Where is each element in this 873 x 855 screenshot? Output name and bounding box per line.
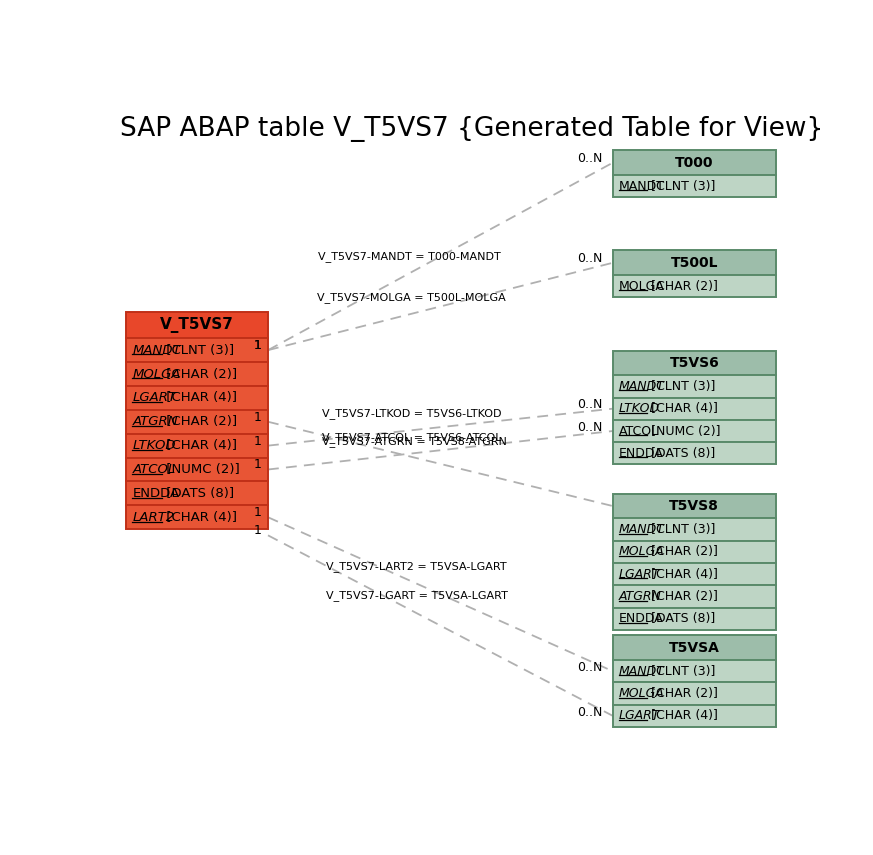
Bar (613, 375, 775, 398)
Text: [CLNT (3)]: [CLNT (3)] (647, 380, 716, 392)
Text: 1: 1 (253, 524, 261, 537)
Text: MOLGA: MOLGA (619, 687, 665, 700)
Text: ENDDA: ENDDA (619, 447, 663, 460)
Text: [CHAR (4)]: [CHAR (4)] (647, 568, 718, 581)
Bar (127, 505, 268, 529)
Text: [DATS (8)]: [DATS (8)] (647, 447, 715, 460)
Text: [CHAR (4)]: [CHAR (4)] (162, 510, 237, 524)
Text: V_T5VS7-ATCOL = T5VS6-ATCOL: V_T5VS7-ATCOL = T5VS6-ATCOL (322, 432, 502, 443)
Bar (613, 275, 775, 298)
Bar (613, 351, 775, 375)
Text: [CLNT (3)]: [CLNT (3)] (647, 664, 716, 678)
Bar (613, 150, 775, 175)
Text: T500L: T500L (670, 256, 718, 270)
Text: SAP ABAP table V_T5VS7 {Generated Table for View}: SAP ABAP table V_T5VS7 {Generated Table … (120, 115, 823, 142)
Text: V_T5VS7: V_T5VS7 (160, 317, 234, 333)
Text: 1: 1 (253, 339, 261, 352)
Text: [DATS (8)]: [DATS (8)] (162, 486, 234, 500)
Bar (127, 312, 268, 339)
Text: MANDT: MANDT (619, 180, 665, 192)
Text: LTKOD: LTKOD (619, 402, 660, 416)
Text: 0..N: 0..N (577, 398, 602, 411)
Bar (613, 563, 775, 586)
Text: [CHAR (2)]: [CHAR (2)] (647, 280, 718, 292)
Text: [CHAR (4)]: [CHAR (4)] (647, 710, 718, 722)
Text: 1: 1 (253, 410, 261, 423)
Text: [CHAR (4)]: [CHAR (4)] (162, 392, 237, 404)
Text: ATGRN: ATGRN (133, 416, 178, 428)
Text: LGART: LGART (619, 568, 661, 581)
Text: V_T5VS7-LGART = T5VSA-LGART: V_T5VS7-LGART = T5VSA-LGART (326, 591, 507, 601)
Text: MANDT: MANDT (619, 380, 665, 392)
Bar (127, 362, 268, 386)
Text: ENDDA: ENDDA (133, 486, 180, 500)
Text: T5VS6: T5VS6 (670, 356, 719, 370)
Text: V_T5VS7-LTKOD = T5VS6-LTKOD: V_T5VS7-LTKOD = T5VS6-LTKOD (322, 409, 502, 419)
Bar (613, 540, 775, 563)
Text: [CLNT (3)]: [CLNT (3)] (647, 180, 716, 192)
Bar (613, 420, 775, 442)
Text: MOLGA: MOLGA (133, 368, 181, 380)
Bar (613, 493, 775, 518)
Text: 0..N: 0..N (577, 252, 602, 265)
Text: [CHAR (4)]: [CHAR (4)] (647, 402, 718, 416)
Text: T5VSA: T5VSA (669, 640, 719, 655)
Bar (127, 410, 268, 433)
Text: T000: T000 (675, 156, 713, 169)
Text: 1: 1 (253, 458, 261, 471)
Text: 1: 1 (253, 434, 261, 447)
Text: [CHAR (2)]: [CHAR (2)] (647, 590, 718, 603)
Text: MOLGA: MOLGA (619, 280, 665, 292)
Text: 0..N: 0..N (577, 705, 602, 718)
Bar (613, 682, 775, 705)
Text: V_T5VS7-ATGRN = T5VS8-ATGRN: V_T5VS7-ATGRN = T5VS8-ATGRN (322, 436, 507, 446)
Text: V_T5VS7-MOLGA = T500L-MOLGA: V_T5VS7-MOLGA = T500L-MOLGA (317, 292, 505, 303)
Text: MANDT: MANDT (619, 523, 665, 536)
Bar (613, 586, 775, 608)
Bar (613, 608, 775, 630)
Text: 1: 1 (253, 339, 261, 352)
Text: [CHAR (2)]: [CHAR (2)] (162, 368, 237, 380)
Text: [CHAR (2)]: [CHAR (2)] (162, 416, 237, 428)
Text: LTKOD: LTKOD (133, 439, 176, 452)
Text: [CHAR (4)]: [CHAR (4)] (162, 439, 237, 452)
Text: 1: 1 (253, 506, 261, 519)
Bar (613, 635, 775, 660)
Text: LGART: LGART (133, 392, 176, 404)
Text: [CHAR (2)]: [CHAR (2)] (647, 545, 718, 558)
Text: MOLGA: MOLGA (619, 545, 665, 558)
Text: [CLNT (3)]: [CLNT (3)] (647, 523, 716, 536)
Text: MANDT: MANDT (133, 344, 181, 357)
Text: ATCOL: ATCOL (133, 463, 175, 476)
Text: T5VS8: T5VS8 (670, 499, 719, 513)
Text: [NUMC (2)]: [NUMC (2)] (647, 424, 721, 438)
Text: ATGRN: ATGRN (619, 590, 662, 603)
Text: V_T5VS7-LART2 = T5VSA-LGART: V_T5VS7-LART2 = T5VSA-LGART (326, 561, 506, 572)
Text: LGART: LGART (619, 710, 661, 722)
Bar (613, 398, 775, 420)
Bar (613, 660, 775, 682)
Text: [CLNT (3)]: [CLNT (3)] (162, 344, 234, 357)
Bar (127, 481, 268, 505)
Text: V_T5VS7-MANDT = T000-MANDT: V_T5VS7-MANDT = T000-MANDT (318, 251, 500, 262)
Bar (127, 457, 268, 481)
Text: 0..N: 0..N (577, 152, 602, 165)
Text: [CHAR (2)]: [CHAR (2)] (647, 687, 718, 700)
Bar (127, 433, 268, 457)
Text: ENDDA: ENDDA (619, 612, 663, 625)
Text: 0..N: 0..N (577, 421, 602, 433)
Bar (613, 251, 775, 275)
Text: 0..N: 0..N (577, 661, 602, 674)
Text: MANDT: MANDT (619, 664, 665, 678)
Text: [DATS (8)]: [DATS (8)] (647, 612, 715, 625)
Text: ATCOL: ATCOL (619, 424, 659, 438)
Bar (613, 705, 775, 727)
Bar (613, 442, 775, 464)
Bar (127, 339, 268, 362)
Text: LART2: LART2 (133, 510, 175, 524)
Bar (127, 386, 268, 410)
Bar (613, 518, 775, 540)
Bar (613, 175, 775, 198)
Text: [NUMC (2)]: [NUMC (2)] (162, 463, 240, 476)
